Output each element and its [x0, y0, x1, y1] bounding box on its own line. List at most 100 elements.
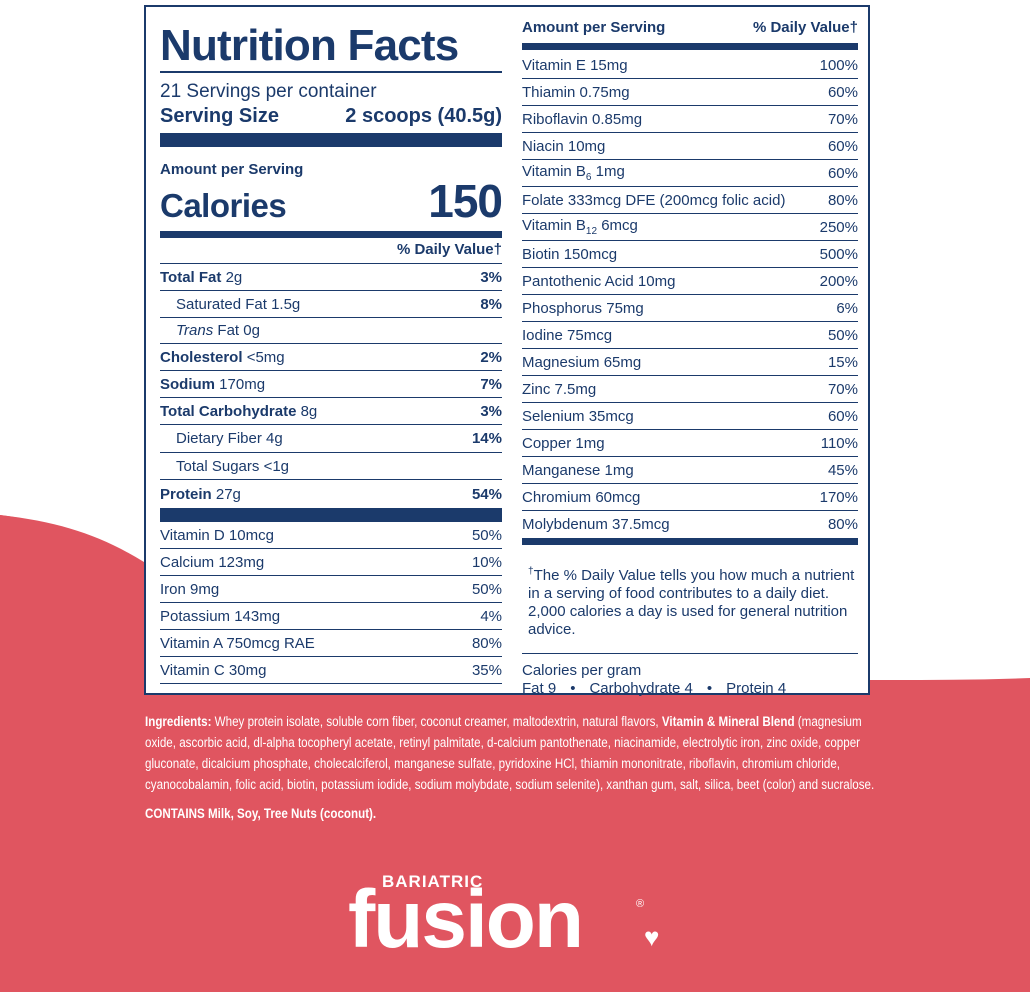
- vitamin-pct: 170%: [819, 488, 858, 506]
- dagger-mark: †: [528, 566, 534, 577]
- serving-size-row: Serving Size 2 scoops (40.5g): [160, 103, 502, 129]
- vitamin-name: Vitamin C 30mg: [160, 661, 267, 679]
- calories-value: 150: [428, 175, 503, 227]
- ingredients-text: Ingredients: Whey protein isolate, solub…: [145, 714, 875, 792]
- vitamin-name: Riboflavin 0.85mg: [522, 110, 643, 128]
- vitamin-name: Magnesium 65mg: [522, 353, 642, 371]
- nutrient-amount: <5mg: [246, 348, 285, 366]
- vitamin-row: Manganese 1mg 45%: [522, 457, 858, 484]
- nutrient-row-total-carbohydrate: Total Carbohydrate 8g 3%: [160, 398, 502, 425]
- vitamin-row: Vitamin A 750mcg RAE 80%: [160, 630, 502, 657]
- nutrient-row-total-fat: Total Fat 2g 3%: [160, 264, 502, 291]
- daily-value-header-right: % Daily Value†: [752, 19, 858, 36]
- nutrient-name: Total Fat: [160, 268, 222, 286]
- thick-rule-right-top: [522, 43, 858, 50]
- vitamin-name: Calcium 123mg: [160, 553, 265, 571]
- serving-size-label: Serving Size: [160, 105, 279, 127]
- nutrition-label: Nutrition Facts 21 Servings per containe…: [144, 5, 870, 698]
- nutrient-pct: 3%: [480, 268, 502, 286]
- calories-label: Calories: [160, 187, 287, 224]
- vitamin-name: Chromium 60mcg: [522, 488, 641, 506]
- allergen-statement: CONTAINS Milk, Soy, Tree Nuts (coconut).: [145, 806, 377, 821]
- vitamin-row: Niacin 10mg 60%: [522, 133, 858, 160]
- nutrient-amount: 1.5g: [271, 295, 301, 313]
- cpg-title: Calories per gram: [522, 662, 642, 679]
- nutrient-pct: 8%: [480, 295, 502, 313]
- nutrient-row-trans-fat: Trans Fat 0g: [160, 318, 502, 344]
- bullet: •: [570, 680, 576, 697]
- nutrient-amount: 8g: [300, 402, 318, 420]
- nutrient-row-total-sugars: Total Sugars <1g: [160, 453, 502, 480]
- vitamin-row: Vitamin C 30mg 35%: [160, 657, 502, 684]
- vitamin-row: Thiamin 0.75mg 60%: [522, 79, 858, 106]
- nutrient-row-dietary-fiber: Dietary Fiber 4g 14%: [160, 425, 502, 453]
- vitamin-pct: 50%: [471, 526, 502, 544]
- brand-logo: BARIATRIC fusion ® ♥: [346, 870, 676, 965]
- vitamin-name: Vitamin A 750mcg RAE: [160, 634, 315, 652]
- calories-per-gram: Calories per gram Fat 9 • Carbohydrate 4 • P…: [522, 662, 858, 698]
- vitamin-name: Biotin 150mcg: [522, 245, 618, 263]
- nutrient-row-sodium: Sodium 170mg 7%: [160, 371, 502, 398]
- vitamin-name: Vitamin D 10mcg: [160, 526, 274, 544]
- amount-per-serving: Amount per Serving: [160, 161, 304, 178]
- logo-wordmark: fusion: [348, 874, 584, 965]
- nutrition-right-column: Amount per Serving % Daily Value† Vitami…: [522, 7, 858, 698]
- nutrient-row-cholesterol: Cholesterol <5mg 2%: [160, 344, 502, 371]
- vitamin-name: Pantothenic Acid 10mg: [522, 272, 676, 290]
- vitamin-pct: 60%: [827, 137, 858, 155]
- vitamin-pct: 45%: [827, 461, 858, 479]
- nutrient-amount: 27g: [215, 485, 241, 503]
- nutrient-row-protein: Protein 27g 54%: [160, 480, 502, 508]
- vitamin-name: Potassium 143mg: [160, 607, 281, 625]
- vitamin-row: Folate 333mcg DFE (200mcg folic acid) 80%: [522, 187, 858, 214]
- vitamin-pct: 15%: [827, 353, 858, 371]
- nutrient-amount: 4g: [266, 430, 283, 447]
- vitamin-name: Zinc 7.5mg: [522, 380, 597, 398]
- thick-rule-1: [160, 133, 502, 147]
- nutrient-name: Total Carbohydrate: [160, 402, 297, 420]
- vitamin-row: Vitamin D 10mcg 50%: [160, 522, 502, 549]
- nutrient-amount: 2g: [225, 268, 243, 286]
- vitamin-name: Niacin 10mg: [522, 137, 606, 155]
- cpg-carb: Carbohydrate 4: [589, 680, 693, 697]
- vitamin-pct: 80%: [827, 191, 858, 209]
- thick-rule-3: [160, 508, 502, 522]
- ingredients-label: Ingredients:: [145, 714, 212, 729]
- vitamin-row: Zinc 7.5mg 70%: [522, 376, 858, 403]
- nutrient-amount: Fat 0g: [217, 322, 260, 339]
- footnote-text: The % Daily Value tells you how much a n…: [528, 567, 855, 638]
- vitamin-pct: 250%: [819, 218, 858, 236]
- vitamin-pct: 50%: [827, 326, 858, 344]
- heart-icon: ♥: [644, 922, 660, 952]
- cpg-values: Fat 9 • Carbohydrate 4 • Protein 4: [522, 680, 858, 698]
- nutrient-name: Trans: [176, 322, 214, 339]
- vitamin-pct: 70%: [827, 110, 858, 128]
- vitamin-pct: 50%: [471, 580, 502, 598]
- servings-per-container: 21 Servings per container: [160, 81, 377, 102]
- vitamin-name: Iron 9mg: [160, 580, 220, 598]
- cpg-protein: Protein 4: [726, 680, 787, 697]
- bullet: •: [706, 680, 713, 697]
- vitamin-pct: 80%: [471, 634, 502, 652]
- nutrient-name: Dietary Fiber: [176, 430, 262, 447]
- nutrient-pct: 7%: [480, 375, 502, 393]
- vitamin-pct: 110%: [820, 434, 858, 452]
- vitamin-row: Riboflavin 0.85mg 70%: [522, 106, 858, 133]
- nutrient-pct: 14%: [471, 430, 502, 447]
- vitamin-pct: 35%: [471, 661, 502, 679]
- vitamin-row: Calcium 123mg 10%: [160, 549, 502, 576]
- cpg-fat: Fat 9: [522, 680, 557, 697]
- nutrient-name: Sodium: [160, 375, 215, 393]
- vitamin-name: Vitamin E 15mg: [522, 56, 628, 74]
- nutrient-name: Saturated Fat: [176, 295, 267, 313]
- daily-value-header: % Daily Value†: [160, 238, 502, 264]
- nutrient-amount: 170mg: [219, 375, 266, 393]
- daily-value-footnote: †The % Daily Value tells you how much a …: [522, 563, 858, 639]
- registered-mark: ®: [636, 898, 645, 910]
- amount-per-serving-right: Amount per Serving: [522, 19, 666, 36]
- thick-rule-right-bottom: [522, 538, 858, 545]
- vitamin-pct: 200%: [819, 272, 858, 290]
- vitamin-row: Phosphorus 75mg 6%: [522, 295, 858, 322]
- vitamin-name: Vitamin B12 6mcg: [522, 217, 638, 237]
- vitamin-row: Vitamin E 15mg 100%: [522, 52, 858, 79]
